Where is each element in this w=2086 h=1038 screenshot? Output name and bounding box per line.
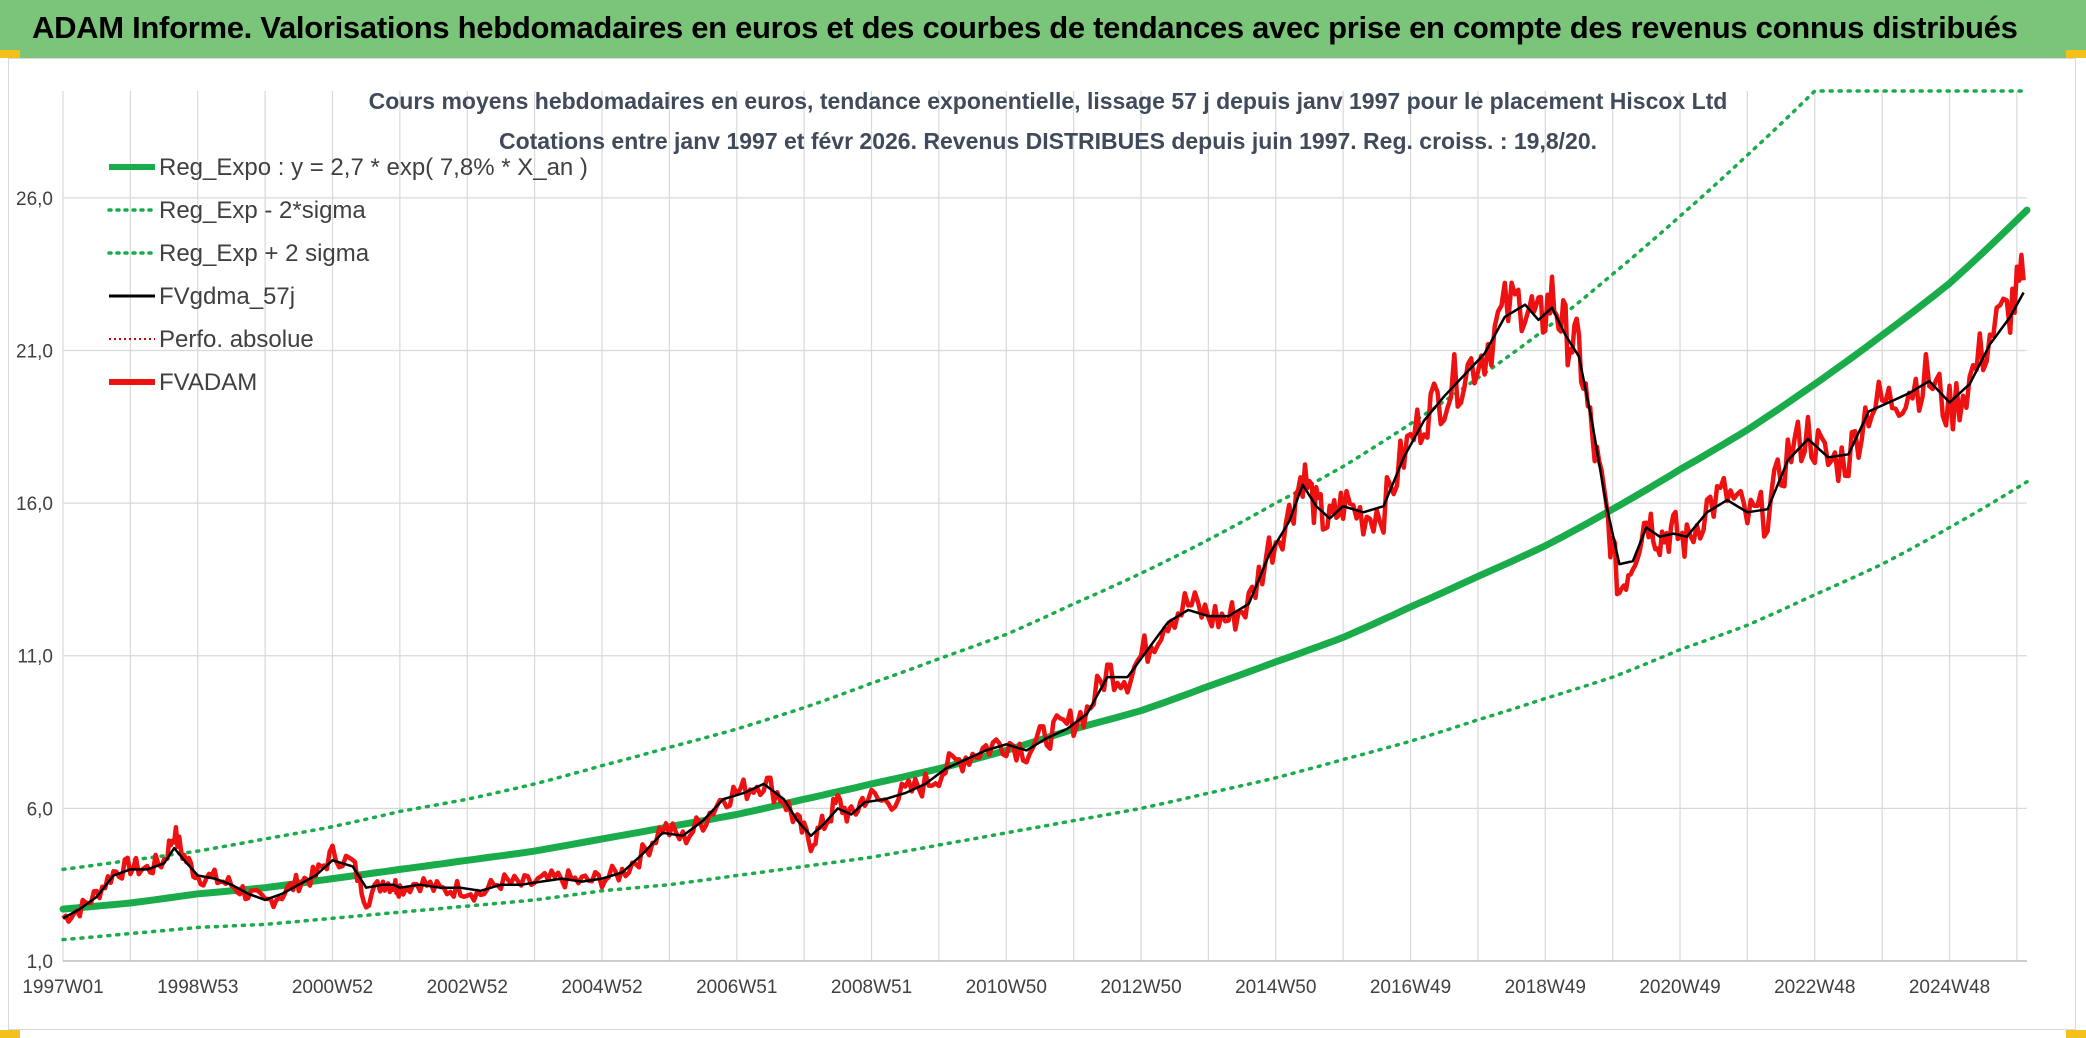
series-layer xyxy=(59,89,2031,942)
x-tick-label: 1998W53 xyxy=(157,977,238,998)
accent-corner-left xyxy=(0,50,20,58)
chart-subtitle-line-2: Cotations entre janv 1997 et févr 2026. … xyxy=(499,128,1597,154)
x-tick-label: 2012W50 xyxy=(1100,977,1181,998)
header-bar: ADAM Informe. Valorisations hebdomadaire… xyxy=(0,0,2086,58)
y-tick-label: 6,0 xyxy=(27,799,53,820)
y-axis-ticks: 1,0 6,0 11,0 16,0 21,0 26,0 xyxy=(16,189,53,973)
legend: Reg_Expo : y = 2,7 * exp( 7,8% * X_an ) R… xyxy=(107,154,588,396)
x-tick-label: 2014W50 xyxy=(1235,977,1316,998)
chart-svg: Cours moyens hebdomadaires en euros, ten… xyxy=(16,88,2031,998)
series-fvadam xyxy=(61,252,2026,924)
x-tick-label: 2018W49 xyxy=(1505,977,1586,998)
chart-subtitle-line-1: Cours moyens hebdomadaires en euros, ten… xyxy=(369,88,1728,114)
x-tick-label: 2002W52 xyxy=(427,977,508,998)
x-tick-label: 2010W50 xyxy=(966,977,1047,998)
legend-label-2: Reg_Exp + 2 sigma xyxy=(159,240,370,267)
x-tick-label: 2000W52 xyxy=(292,977,373,998)
legend-label-4: Perfo. absolue xyxy=(159,326,314,353)
x-tick-label: 2016W49 xyxy=(1370,977,1451,998)
legend-label-5: FVADAM xyxy=(159,369,257,396)
accent-corner-bottom-left xyxy=(0,1030,20,1038)
accent-corner-right xyxy=(2066,50,2086,58)
x-tick-label: 2008W51 xyxy=(831,977,912,998)
series-fvgdma-57j xyxy=(62,291,2025,920)
x-tick-label: 2006W51 xyxy=(696,977,777,998)
accent-corner-bottom-right xyxy=(2066,1030,2086,1038)
y-tick-label: 16,0 xyxy=(16,494,53,515)
y-tick-label: 11,0 xyxy=(17,647,53,668)
legend-label-0: Reg_Expo : y = 2,7 * exp( 7,8% * X_an ) xyxy=(159,154,588,181)
x-axis-ticks: 1997W01 1998W53 2000W52 2002W52 2004W52 2006W… xyxy=(22,977,1990,998)
legend-label-3: FVgdma_57j xyxy=(159,283,295,310)
x-tick-label: 2022W48 xyxy=(1774,977,1855,998)
x-tick-label: 1997W01 xyxy=(22,977,103,998)
y-tick-label: 26,0 xyxy=(16,189,53,210)
series-reg-minus-2sigma xyxy=(61,479,2029,942)
series-reg-plus-2sigma xyxy=(61,89,2029,872)
chart-area: Cours moyens hebdomadaires en euros, ten… xyxy=(8,58,2076,1030)
series-reg-expo xyxy=(59,206,2031,913)
x-tick-label: 2004W52 xyxy=(561,977,642,998)
grid-layer xyxy=(62,91,2027,962)
legend-label-1: Reg_Exp - 2*sigma xyxy=(159,197,366,224)
y-tick-label: 21,0 xyxy=(16,341,53,362)
y-tick-label: 1,0 xyxy=(27,952,53,973)
x-tick-label: 2024W48 xyxy=(1909,977,1990,998)
page-title: ADAM Informe. Valorisations hebdomadaire… xyxy=(32,10,2018,45)
x-tick-label: 2020W49 xyxy=(1639,977,1720,998)
